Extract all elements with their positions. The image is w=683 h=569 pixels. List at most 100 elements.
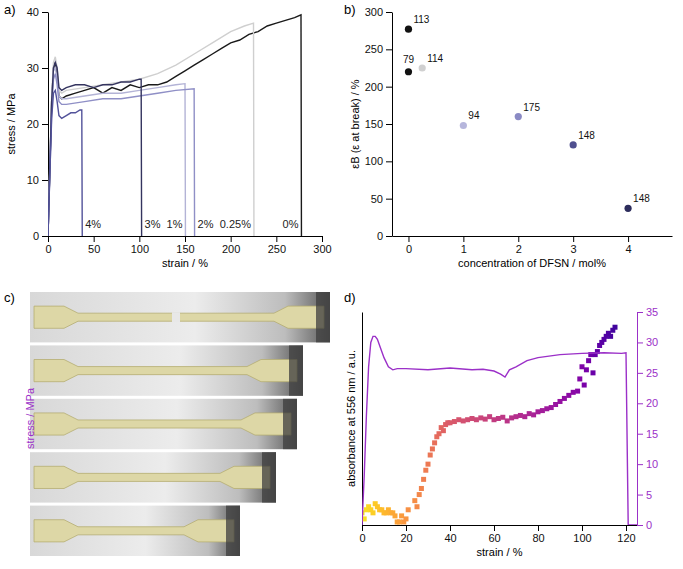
curve [48,23,254,236]
point [575,389,580,394]
tick-mark [637,434,643,435]
point [405,26,412,33]
point [544,406,549,411]
tick-label: 150 [365,118,383,130]
tick-mark [386,49,392,50]
tick-label: 20 [27,118,39,130]
specimen [34,466,270,488]
point-label: 94 [468,110,480,121]
curve [48,74,195,236]
tick: 100 [365,155,392,167]
point-label: 114 [427,53,443,64]
tick: 200 [365,81,392,93]
tick-label: 80 [532,532,544,544]
tick-label: 30 [646,336,658,348]
tick-label: 0 [33,230,39,242]
tick-mark [637,403,643,404]
tick-label: 0 [377,230,383,242]
point [518,413,523,418]
point [522,414,527,419]
point [393,513,398,518]
tick-mark [42,180,48,181]
tick-label: 10 [27,174,39,186]
point [527,411,532,416]
tick-mark [42,12,48,13]
point [515,113,522,120]
clamp [289,345,303,395]
tick: 0 [45,236,51,255]
clamp [226,506,240,556]
plot-area [48,15,301,236]
tick-label: 30 [27,62,39,74]
tick: 0 [359,525,365,544]
axis: 0 10 20 30 40 [27,6,49,242]
tick-label: 2 [516,243,522,255]
series-label: 2% [198,218,214,230]
point [591,370,596,375]
point [571,390,576,395]
tick-label: 120 [617,532,635,544]
y-axis-title: absorbance at 556 nm / a.u. [345,350,357,487]
tick-label: 0 [406,243,412,255]
tick-label: 15 [646,428,658,440]
point [430,446,435,451]
tick: 1 [461,236,467,255]
point [577,376,582,381]
tick: 10 [27,174,48,186]
point [456,417,461,422]
point [562,396,567,401]
point [505,418,510,423]
point [419,64,426,71]
tick-mark [637,495,643,496]
tick: 20 [637,397,658,409]
photo-frame [30,399,297,449]
tick: 100 [131,236,149,255]
tick: 60 [488,525,500,544]
plot-area [405,26,632,212]
point [531,412,536,417]
y-axis-title: εB (ε at break) / % [349,79,361,168]
point [404,516,409,521]
point [415,504,420,509]
point [470,416,475,421]
tick-mark [94,236,95,242]
axis-line [637,313,638,526]
tick-label: 25 [646,367,658,379]
point [448,420,453,425]
tick-label: 10 [646,458,658,470]
clamp [283,399,297,449]
tick-label: 0 [646,519,652,531]
point [540,408,545,413]
point [441,428,446,433]
tick-mark [386,124,392,125]
tick-mark [386,236,392,237]
tick-mark [518,236,519,242]
tick-label: 100 [131,243,149,255]
tick: 80 [532,525,544,544]
y-axis-title: stress / MPa [5,93,17,155]
tick: 35 [637,306,658,318]
axis: 050100150200250300 [45,236,331,255]
tick: 40 [27,6,48,18]
tick: 5 [637,489,652,501]
point [406,507,411,512]
tick-mark [386,87,392,88]
tick-mark [637,373,643,374]
clamp [262,452,276,502]
point-label: 79 [403,54,415,65]
series-label: 0% [283,218,299,230]
tick: 30 [637,336,658,348]
point [582,383,587,388]
series-label: 0.25% [220,218,251,230]
tick-label: 250 [268,243,286,255]
axis: 020406080100120 [359,525,637,544]
tick: 3 [571,236,577,255]
point [558,399,563,404]
point [549,405,554,410]
point [580,364,585,369]
specimen [34,360,297,382]
series-label: 3% [145,218,161,230]
tick-label: 40 [27,6,39,18]
panel-label: d) [344,290,356,305]
tick: 200 [222,236,240,255]
